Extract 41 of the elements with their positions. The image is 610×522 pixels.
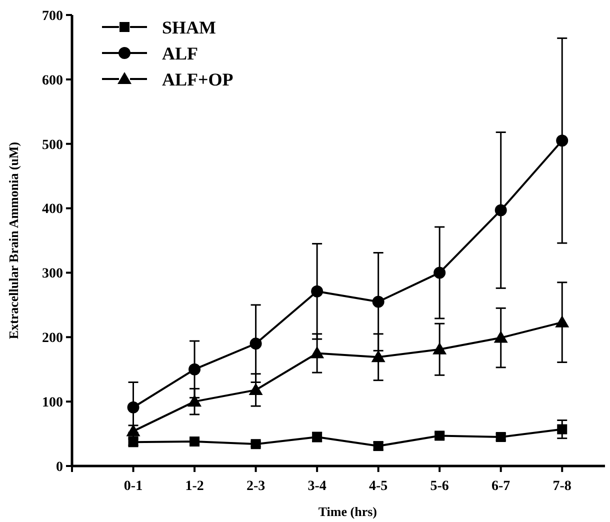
x-tick-label: 1-2 [185,479,204,494]
x-tick-label: 3-4 [308,479,326,494]
y-tick-label: 500 [42,138,63,153]
point [494,330,508,343]
x-tick-label: 4-5 [368,479,388,494]
x-axis-title: Time (hrs) [318,504,377,519]
point [556,134,568,147]
point [372,296,384,308]
point [434,266,446,279]
x-tick-label: 6-7 [492,479,510,494]
y-tick-label: 400 [42,202,63,218]
point [250,439,261,450]
y-axis-title: Extracellular Brain Ammonia (uM) [6,142,21,340]
y-tick-label: 200 [42,331,63,346]
point [311,285,324,298]
y-tick-label: 0 [56,460,63,475]
point [127,401,140,414]
point [557,424,568,434]
y-tick-label: 700 [42,8,63,24]
x-tick-label: 5-6 [430,479,449,494]
x-tick-label: 0-1 [124,479,143,494]
y-tick-label: 600 [42,73,63,88]
point [371,350,386,362]
point [188,363,201,376]
y-tick-label: 100 [42,395,63,410]
point [310,346,324,358]
point [190,436,200,447]
y-tick-label: 300 [42,266,63,282]
point [432,342,447,354]
legend-label: SHAM [162,17,216,38]
point [248,382,263,395]
legend-label: ALF+OP [162,69,234,90]
x-tick-label: 7-8 [552,479,572,494]
point [373,441,384,452]
point [496,432,506,442]
point [188,394,202,407]
x-tick-label: 2-3 [246,479,266,494]
legend-label: ALF [162,43,198,64]
point [555,315,570,328]
point [494,204,507,216]
point [250,338,262,350]
